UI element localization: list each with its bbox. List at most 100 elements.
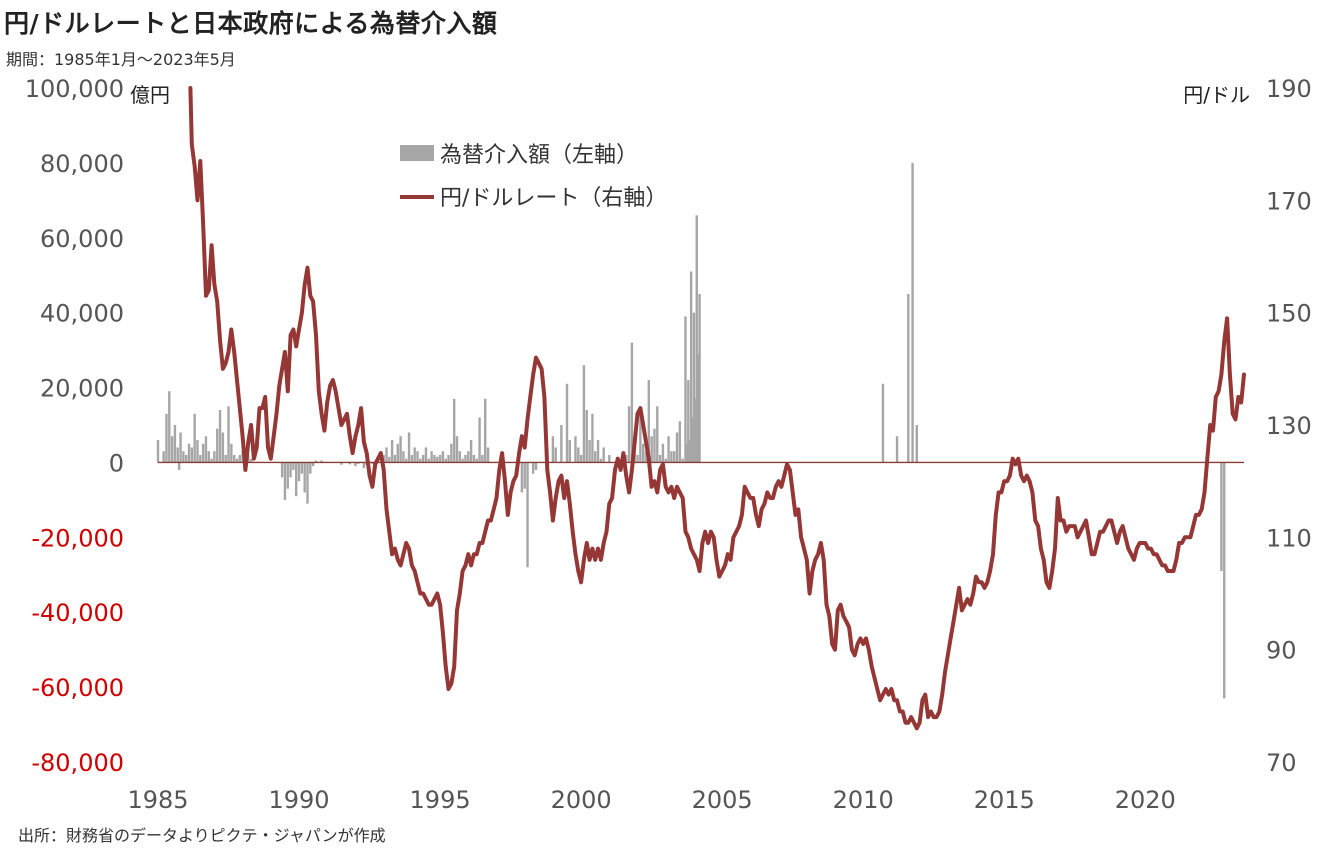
- intervention-bar: [216, 428, 219, 463]
- intervention-bar: [691, 417, 694, 463]
- intervention-bar: [300, 462, 304, 474]
- intervention-bar: [362, 462, 366, 469]
- intervention-bar: [594, 451, 597, 463]
- intervention-bar: [625, 454, 628, 463]
- intervention-bar: [531, 462, 535, 474]
- left-axis-ticks: 100,000 80,000 60,000 40,000 20,000 0 -20,000 -…: [25, 75, 124, 777]
- intervention-bar: [292, 462, 295, 470]
- intervention-bar: [602, 447, 605, 463]
- intervention-bar: [639, 413, 642, 463]
- intervention-bar: [388, 456, 391, 463]
- intervention-bar: [694, 398, 697, 463]
- intervention-bar: [199, 454, 202, 463]
- left-tick-label: -60,000: [31, 674, 124, 702]
- x-tick-label: 2010: [833, 786, 894, 814]
- intervention-bar: [687, 380, 690, 463]
- intervention-bar: [176, 447, 179, 463]
- intervention-bar: [627, 406, 631, 463]
- intervention-bar: [235, 458, 239, 463]
- intervention-bar: [520, 462, 524, 493]
- intervention-bar: [170, 436, 174, 463]
- intervention-bar: [698, 293, 701, 463]
- intervention-bar: [201, 443, 205, 463]
- intervention-bar: [658, 454, 662, 463]
- intervention-bar: [681, 458, 684, 463]
- intervention-bar: [481, 454, 484, 463]
- intervention-bar: [574, 436, 577, 463]
- intervention-bar: [523, 462, 526, 489]
- left-tick-label: 60,000: [40, 225, 124, 253]
- intervention-bar: [695, 215, 698, 463]
- intervention-bar: [450, 443, 453, 463]
- intervention-bar: [438, 454, 442, 463]
- x-tick-label: 2015: [974, 786, 1035, 814]
- intervention-bar: [630, 342, 634, 463]
- intervention-bar: [534, 462, 538, 470]
- intervention-bar: [461, 458, 464, 463]
- intervention-bar: [280, 462, 284, 478]
- intervention-bar: [664, 458, 667, 463]
- intervention-bar: [207, 451, 210, 463]
- intervention-bar: [424, 447, 428, 463]
- intervention-bar: [193, 413, 196, 463]
- intervention-bar: [311, 462, 315, 467]
- chart-title: 円/ドルレートと日本政府による為替介入額: [4, 9, 498, 38]
- intervention-bar: [591, 413, 594, 463]
- intervention-bar: [596, 439, 600, 463]
- intervention-bar: [478, 417, 481, 463]
- intervention-bar: [684, 316, 687, 463]
- intervention-bar: [177, 462, 181, 470]
- intervention-bar: [430, 451, 433, 463]
- right-axis-unit: 円/ドル: [1183, 83, 1250, 107]
- intervention-bar: [568, 439, 572, 463]
- intervention-bar: [249, 458, 253, 463]
- usdjpy-line: [188, 86, 1246, 731]
- x-tick-label: 2020: [1115, 786, 1176, 814]
- intervention-bar: [289, 462, 292, 478]
- intervention-bar: [413, 447, 416, 463]
- intervention-bar: [295, 462, 298, 497]
- intervention-bar: [436, 456, 439, 463]
- intervention-bar: [689, 271, 693, 463]
- intervention-bar: [227, 406, 230, 463]
- intervention-bar: [165, 413, 168, 463]
- intervention-bar: [441, 451, 445, 463]
- intervention-bar: [168, 391, 171, 463]
- intervention-bar: [182, 451, 185, 463]
- intervention-bar: [419, 458, 422, 463]
- intervention-bar: [895, 436, 899, 463]
- intervention-bar: [692, 312, 696, 463]
- intervention-bar: [551, 436, 555, 463]
- intervention-bar: [647, 380, 651, 463]
- legend: 為替介入額（左軸） 円/ドルレート（右軸）: [400, 143, 667, 211]
- right-tick-label: 130: [1266, 412, 1312, 440]
- intervention-bar: [560, 425, 563, 463]
- intervention-bar: [577, 447, 580, 463]
- intervention-bar: [1223, 462, 1226, 699]
- intervention-bar: [452, 398, 456, 463]
- right-tick-label: 170: [1266, 187, 1312, 215]
- intervention-bar: [187, 443, 191, 463]
- left-tick-label: 20,000: [40, 375, 124, 403]
- legend-swatch-bars: [400, 145, 434, 161]
- intervention-bar: [402, 451, 405, 463]
- intervention-bar: [283, 462, 287, 500]
- intervention-bar: [447, 454, 450, 463]
- intervention-bar: [185, 454, 188, 463]
- x-tick-label: 2000: [551, 786, 612, 814]
- x-tick-label: 1995: [410, 786, 471, 814]
- intervention-bar: [915, 425, 918, 463]
- intervention-bar: [641, 443, 645, 463]
- intervention-bar: [196, 439, 199, 463]
- intervention-bar: [204, 436, 208, 463]
- intervention-bar: [881, 383, 885, 463]
- intervention-bar: [579, 454, 583, 463]
- intervention-bar: [678, 421, 682, 463]
- left-axis-unit: 億円: [130, 83, 170, 107]
- intervention-bar: [458, 451, 462, 463]
- intervention-bar: [444, 458, 447, 463]
- intervention-bar: [303, 462, 306, 493]
- intervention-bar: [156, 439, 160, 463]
- legend-label-bars: 為替介入額（左軸）: [440, 143, 638, 168]
- left-tick-label: 0: [109, 449, 124, 477]
